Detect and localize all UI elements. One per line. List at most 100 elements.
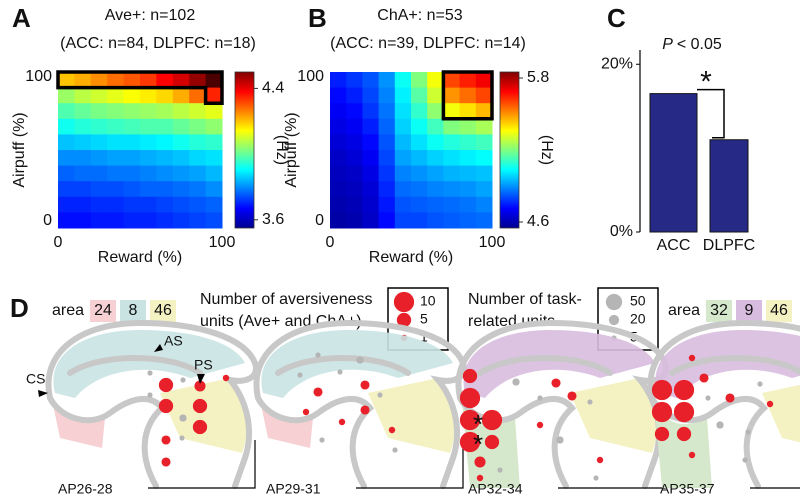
aversive-unit-dot [688, 451, 696, 459]
heat-cell [411, 212, 428, 229]
legend-size-label: 10 [420, 293, 436, 309]
aversive-unit-dot [462, 368, 478, 384]
heat-cell [58, 118, 75, 135]
heat-cell [427, 103, 444, 120]
aversive-unit-dot [360, 380, 370, 390]
heat-cell [378, 196, 396, 213]
heat-cell [330, 165, 347, 182]
sulcus-arrow [197, 374, 205, 384]
heat-cell [172, 212, 190, 229]
legend-title: Number of aversiveness [200, 291, 373, 308]
heat-cell [140, 165, 157, 182]
aversive-unit-dot [194, 380, 206, 392]
area-swatch [706, 300, 732, 322]
task-unit-dot [180, 377, 186, 383]
heat-cell [172, 196, 190, 213]
heat-cell [443, 134, 461, 151]
aversive-unit-dot [651, 401, 673, 423]
y-axis-label: Airpuff (%) [283, 112, 300, 187]
task-unit-dot [147, 370, 153, 376]
heat-cell [411, 150, 428, 167]
heat-cell [346, 196, 363, 213]
heat-cell [475, 134, 493, 151]
heat-cell [443, 212, 461, 229]
heat-cell [205, 103, 223, 120]
heat-cell [205, 118, 223, 135]
x-tick-label: 100 [209, 234, 236, 251]
heat-cell [140, 212, 157, 229]
area-legend-title: area [52, 302, 84, 319]
heat-cell [378, 150, 396, 167]
heat-cell [107, 165, 125, 182]
heat-cell [107, 72, 125, 89]
heat-cell [443, 181, 461, 198]
aversive-unit-dot [161, 435, 171, 445]
heat-cell [205, 87, 223, 104]
heat-cell [172, 165, 190, 182]
heat-cell [427, 72, 444, 89]
aversive-unit-dot [388, 426, 396, 434]
region-outline [441, 70, 494, 121]
section-label: AP29-31 [266, 481, 321, 497]
heat-cell [74, 150, 92, 167]
legend-title: Number of task- [468, 291, 582, 308]
legend-dot [393, 291, 415, 313]
heat-cell [459, 118, 477, 135]
panel-label: C [607, 3, 626, 33]
y-tick-label: 0 [43, 212, 52, 229]
heat-cell [140, 87, 157, 104]
heat-cell [330, 150, 347, 167]
aversive-unit-dot [651, 379, 673, 401]
heat-cell [459, 134, 477, 151]
area-top [53, 330, 246, 398]
heat-cell [459, 196, 477, 213]
colorbar [499, 71, 520, 229]
aversive-unit-dot [338, 418, 346, 426]
heat-cell [394, 181, 412, 198]
task-unit-dot [587, 399, 593, 405]
heat-cell [90, 72, 108, 89]
heat-cell [330, 118, 347, 135]
panel-label: A [12, 3, 31, 33]
area-swatch [736, 300, 762, 322]
heat-cell [189, 150, 207, 167]
heat-cell [378, 118, 396, 135]
task-unit-dot [392, 447, 398, 453]
heat-cell [411, 72, 428, 89]
heat-cell [74, 134, 92, 151]
heat-cell [205, 196, 223, 213]
heat-cell [378, 72, 396, 89]
heat-cell [330, 134, 347, 151]
heat-cell [346, 212, 363, 229]
area-left [52, 400, 105, 448]
heat-cell [475, 118, 493, 135]
colorbar-tick-label: 4.6 [527, 213, 549, 230]
aversive-unit-dot [766, 400, 774, 408]
heat-cell [362, 118, 380, 135]
heat-cell [172, 150, 190, 167]
task-unit-dot [356, 356, 364, 364]
heat-cell [475, 181, 493, 198]
heat-cell [90, 196, 108, 213]
heat-cell [427, 118, 444, 135]
heat-cell [362, 72, 380, 89]
heat-cell [394, 134, 412, 151]
chart-title: ChA+: n=53 [377, 7, 463, 24]
heat-cell [411, 87, 428, 104]
aversive-unit-dot [360, 405, 370, 415]
aversive-unit-dot [459, 431, 481, 453]
heat-cell [394, 150, 412, 167]
heat-cell [90, 87, 108, 104]
heat-cell [443, 165, 461, 182]
heat-cell [362, 165, 380, 182]
task-unit-dot [742, 457, 748, 463]
sulcus-arrow [38, 390, 48, 397]
heat-cell [427, 87, 444, 104]
heat-cell [90, 212, 108, 229]
heat-cell [107, 212, 125, 229]
heat-cell [411, 181, 428, 198]
heat-cell [58, 196, 75, 213]
heat-cell [362, 150, 380, 167]
heat-cell [346, 134, 363, 151]
